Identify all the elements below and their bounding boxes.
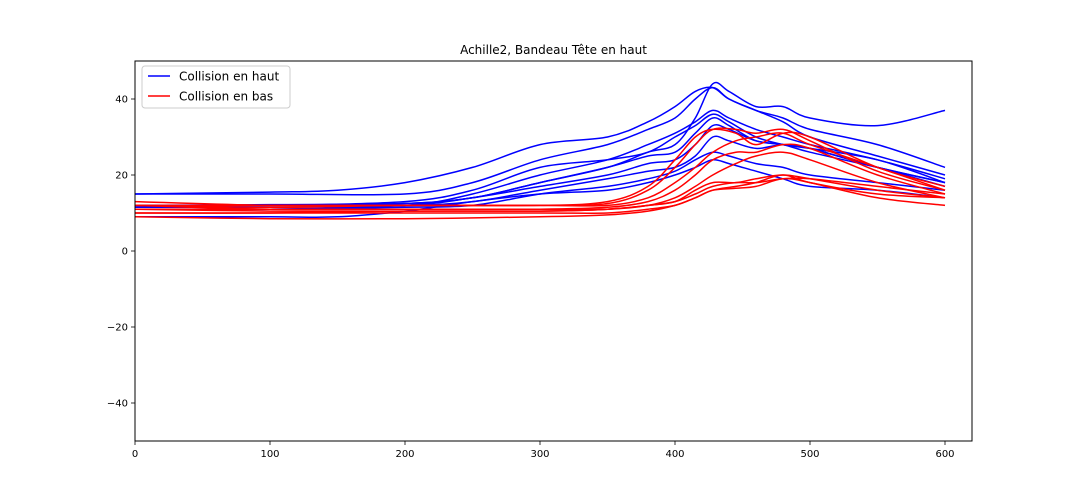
x-tick-label: 0 <box>132 449 138 460</box>
x-tick-label: 300 <box>530 449 549 460</box>
series-line-3 <box>134 86 946 195</box>
series-line-10 <box>135 158 946 218</box>
y-tick-label: 0 <box>122 247 128 258</box>
series-line-9 <box>134 151 946 211</box>
y-tick-label: −40 <box>107 399 128 410</box>
x-tick-label: 200 <box>395 449 414 460</box>
legend-label: Collision en haut <box>179 70 279 84</box>
series-line-13 <box>135 132 946 207</box>
series-line-2 <box>134 86 946 196</box>
y-tick-label: −20 <box>107 323 128 334</box>
legend-box <box>141 65 291 109</box>
series-line-19 <box>134 177 946 220</box>
legend-label: Collision en bas <box>179 90 273 104</box>
x-tick-label: 100 <box>260 449 279 460</box>
series-line-17 <box>134 177 946 212</box>
series-layer <box>134 81 946 220</box>
x-axis: 0 100 200 300 400 500 600 <box>132 441 955 460</box>
y-tick-label: 40 <box>115 95 128 106</box>
series-line-15 <box>134 151 946 211</box>
chart-title: Achille2, Bandeau Tête en haut <box>460 43 647 57</box>
x-tick-label: 600 <box>935 449 954 460</box>
series-line-6 <box>134 117 946 207</box>
y-tick-label: 20 <box>115 171 128 182</box>
y-axis: −40 −20 0 20 40 <box>107 95 135 410</box>
x-tick-label: 400 <box>665 449 684 460</box>
x-tick-label: 500 <box>800 449 819 460</box>
legend: Collision en haut Collision en bas <box>141 65 291 109</box>
